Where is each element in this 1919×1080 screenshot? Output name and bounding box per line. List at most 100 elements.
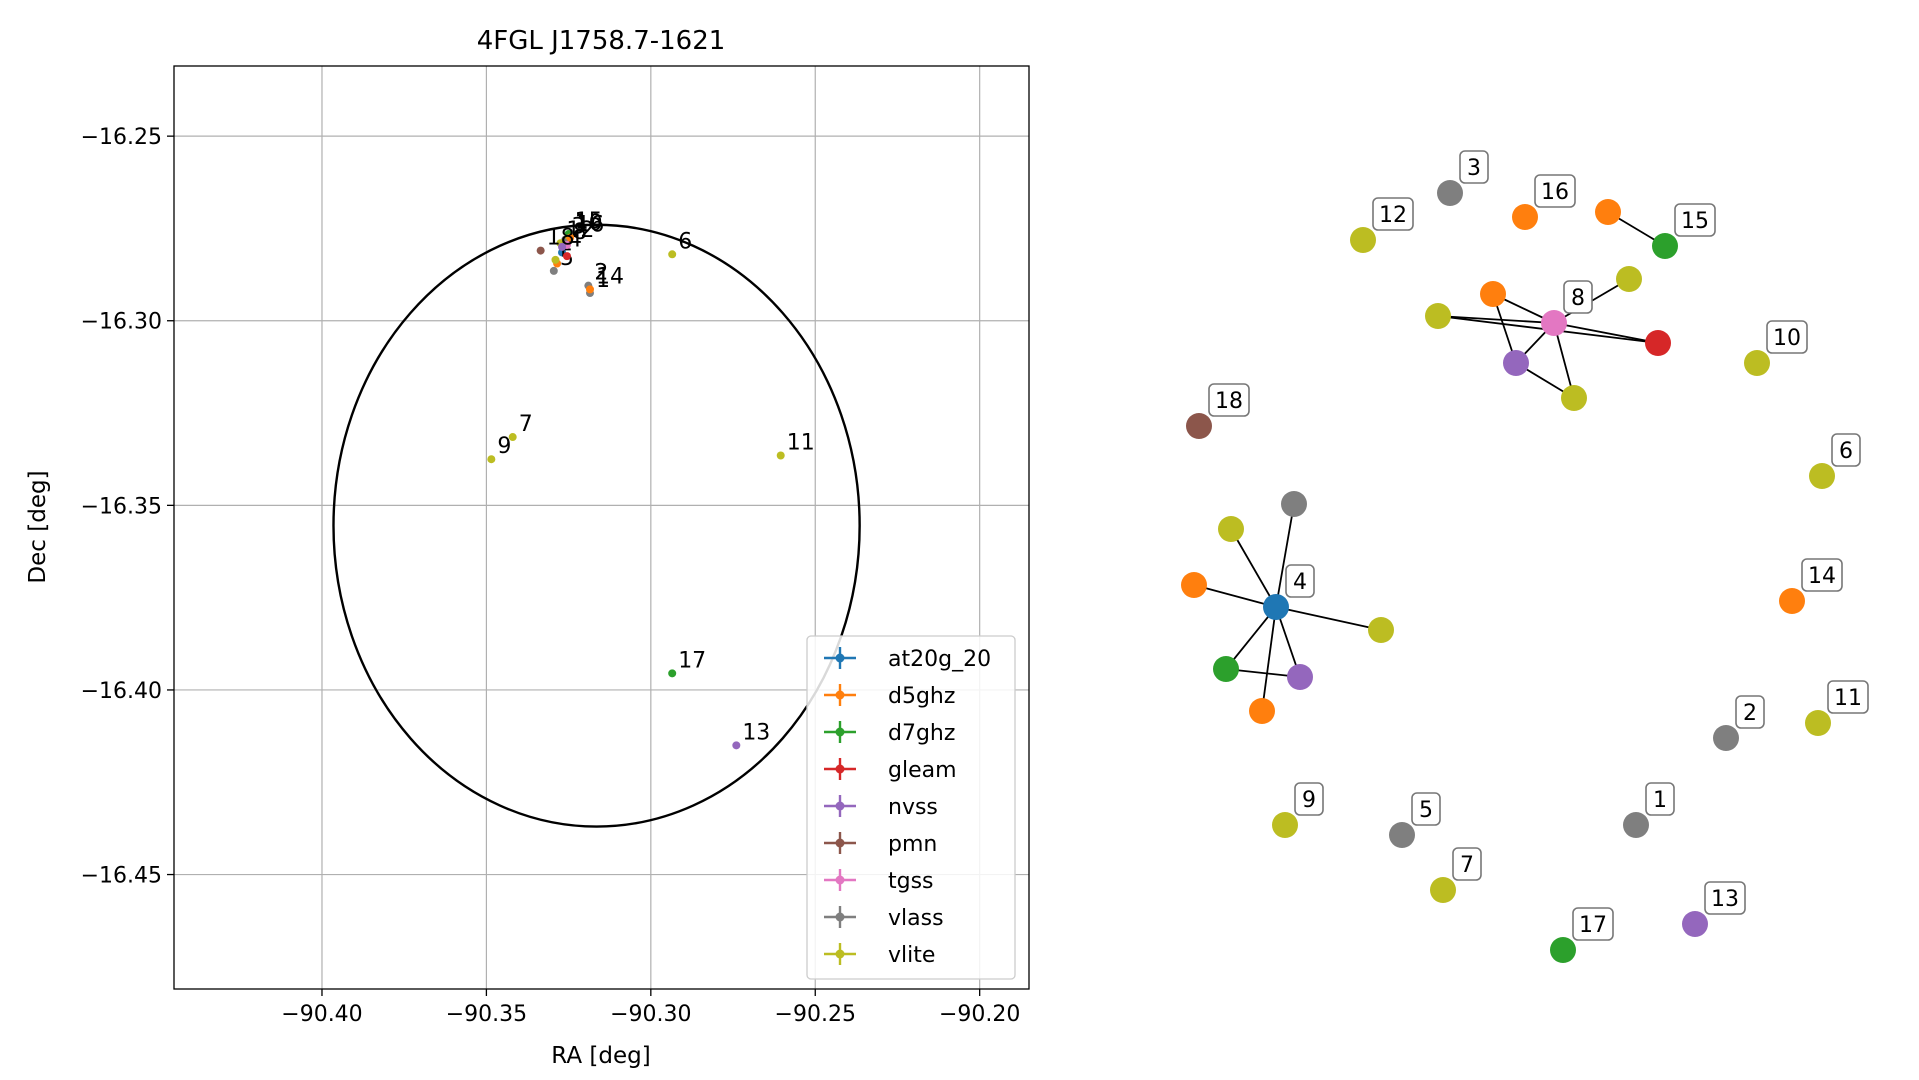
- legend-label: d7ghz: [888, 721, 955, 746]
- graph-edge: [1225, 606, 1277, 670]
- graph-node: [1805, 710, 1831, 736]
- node-label: 8: [1571, 286, 1585, 311]
- node-label-box: [1831, 433, 1861, 467]
- node-label: 2: [1743, 701, 1757, 726]
- y-axis: −16.25 −16.30 −16.35 −16.40 −16.45: [81, 125, 174, 889]
- graph-node: [1595, 199, 1621, 225]
- y-tick-label: −16.45: [81, 864, 162, 889]
- node-label-box: [1704, 881, 1746, 915]
- x-tick-label: −90.20: [939, 1002, 1020, 1027]
- chart-title: 4FGL J1758.7-1621: [477, 26, 726, 56]
- x-tick-label: −90.25: [775, 1002, 856, 1027]
- node-label-box: [1801, 558, 1843, 592]
- data-point: [668, 250, 677, 259]
- node-label-box: [1285, 564, 1315, 598]
- node-label-box: [1572, 907, 1614, 941]
- node-label: 15: [1681, 209, 1709, 234]
- graph-node: [1437, 180, 1463, 206]
- graph-node: [1744, 350, 1770, 376]
- graph-node: [1713, 725, 1739, 751]
- y-tick-label: −16.30: [81, 310, 162, 335]
- graph-node: [1561, 385, 1587, 411]
- node-label-box: [1766, 320, 1808, 354]
- y-axis-label: Dec [deg]: [25, 470, 51, 583]
- node-label-box: [1459, 150, 1489, 184]
- data-point: [585, 285, 594, 294]
- x-tick-label: −90.35: [446, 1002, 527, 1027]
- point-label: 8: [573, 220, 587, 245]
- data-point: [551, 255, 560, 264]
- graph-edge: [1230, 528, 1277, 608]
- node-label-box: [1372, 197, 1414, 231]
- x-axis-label: RA [deg]: [551, 1043, 650, 1069]
- legend-items: at20g_20 d5ghz d7ghz gleam nvss pmn tgss vlass v…: [824, 647, 991, 968]
- legend-marker-dot: [835, 912, 845, 922]
- node-label: 16: [1541, 180, 1569, 205]
- graph-node: [1249, 698, 1275, 724]
- point-label: 6: [678, 229, 692, 254]
- point-label: 2: [594, 261, 608, 286]
- legend-marker-dot: [835, 838, 845, 848]
- legend-marker-dot: [835, 653, 845, 663]
- plot-frame: [173, 65, 1030, 990]
- data-point: [562, 252, 571, 261]
- data-point: [776, 451, 785, 460]
- graph-node: [1541, 310, 1567, 336]
- nodes-layer: [1181, 180, 1835, 963]
- point-label: 15: [575, 209, 603, 234]
- node-label-box: [1674, 203, 1716, 237]
- data-point: [668, 669, 677, 678]
- legend-label: gleam: [888, 758, 957, 783]
- y-tick-label: −16.35: [81, 494, 162, 519]
- node-label: 6: [1839, 439, 1853, 464]
- graph-node: [1186, 413, 1212, 439]
- data-point: [566, 233, 575, 242]
- data-point: [549, 266, 558, 275]
- data-point: [487, 455, 496, 464]
- graph-edge: [1437, 315, 1555, 324]
- node-label: 7: [1460, 853, 1474, 878]
- graph-node: [1350, 227, 1376, 253]
- point-label: 10: [575, 211, 603, 236]
- node-label: 4: [1293, 570, 1307, 595]
- graph-node: [1779, 588, 1805, 614]
- graph-node: [1550, 937, 1576, 963]
- graph-node: [1430, 877, 1456, 903]
- node-label: 9: [1302, 788, 1316, 813]
- data-point: [732, 741, 741, 750]
- point-label: 9: [497, 434, 511, 459]
- point-label: 14: [596, 264, 624, 289]
- node-label: 10: [1773, 326, 1801, 351]
- point-label: 7: [519, 412, 533, 437]
- legend-marker-dot: [835, 949, 845, 959]
- graph-node: [1272, 812, 1298, 838]
- graph-node: [1809, 463, 1835, 489]
- point-label: 11: [787, 431, 815, 456]
- graph-node: [1389, 822, 1415, 848]
- graph-node: [1652, 233, 1678, 259]
- node-label: 1: [1653, 788, 1667, 813]
- node-label-box: [1563, 280, 1593, 314]
- point-label: 17: [678, 648, 706, 673]
- graph-node: [1287, 664, 1313, 690]
- graph-node: [1682, 911, 1708, 937]
- legend: at20g_20 d5ghz d7ghz gleam nvss pmn tgss vlass v…: [806, 635, 1016, 980]
- legend-label: nvss: [888, 795, 938, 820]
- graph-node: [1213, 656, 1239, 682]
- legend-label: vlite: [888, 943, 935, 968]
- y-tick-label: −16.40: [81, 679, 162, 704]
- data-point: [508, 433, 517, 442]
- node-label-box: [1827, 680, 1869, 714]
- node-label-box: [1735, 695, 1765, 729]
- graph-node: [1480, 281, 1506, 307]
- node-label-box: [1208, 383, 1250, 417]
- legend-marker-dot: [835, 801, 845, 811]
- node-label-box: [1452, 847, 1482, 881]
- node-label: 13: [1711, 887, 1739, 912]
- uncertainty-ellipse: [332, 223, 861, 828]
- legend-label: tgss: [888, 869, 934, 894]
- graph-edge: [1275, 606, 1382, 631]
